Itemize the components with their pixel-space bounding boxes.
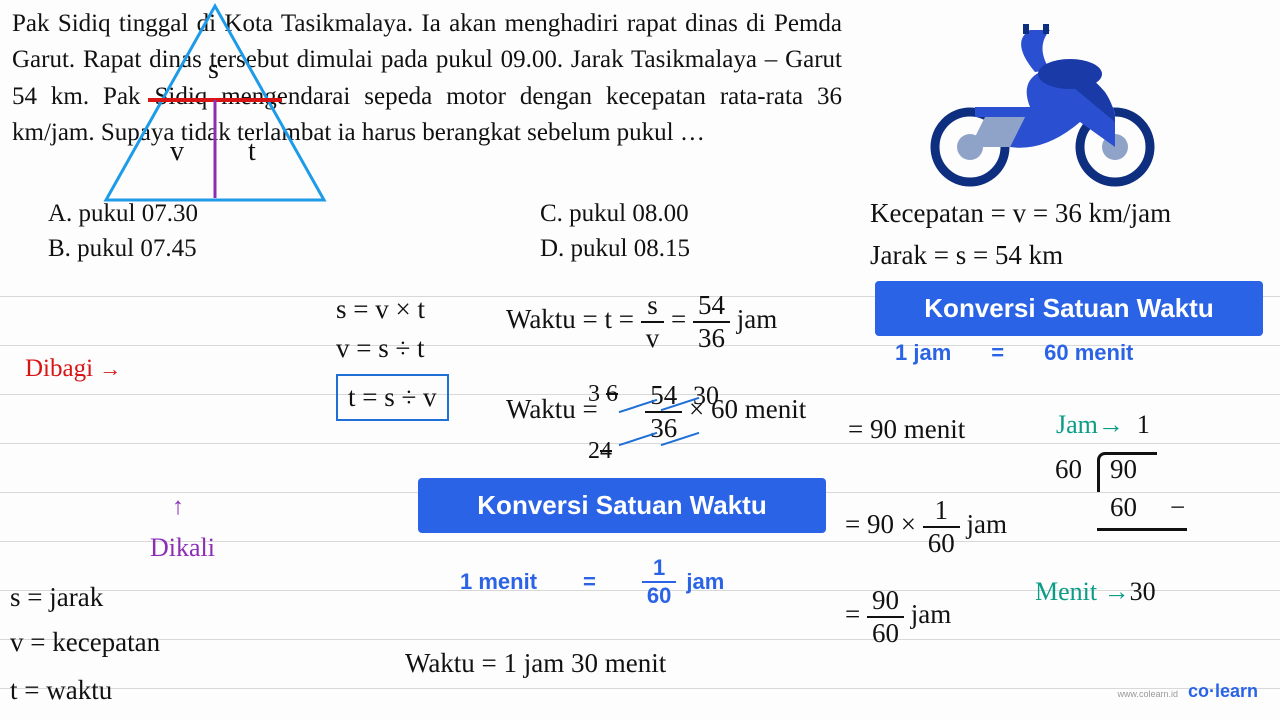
- option-b: B. pukul 07.45: [48, 235, 197, 263]
- cancel-2: 24: [588, 438, 612, 465]
- svt-triangle: s v t: [100, 0, 330, 210]
- given-distance: Jarak = s = 54 km: [870, 240, 1063, 271]
- dikali-arrow: ↑: [172, 494, 184, 521]
- svg-text:s: s: [208, 54, 219, 85]
- cancel-3: 3 6: [588, 381, 618, 408]
- konversi-2-content: 1 menit = 160 jam: [460, 555, 724, 609]
- calc-90-over-60: = 9060 jam: [845, 585, 951, 649]
- scooter-icon: [915, 12, 1165, 192]
- svg-text:t: t: [248, 136, 256, 167]
- cancel-30: 30: [693, 381, 719, 411]
- waktu-final: Waktu = 1 jam 30 menit: [405, 648, 666, 679]
- given-speed: Kecepatan = v = 36 km/jam: [870, 198, 1171, 229]
- menit-label: Menit →30: [1035, 577, 1156, 607]
- konversi-1-content: 1 jam=60 menit: [895, 340, 1133, 366]
- legend-s: s = jarak: [10, 582, 103, 613]
- formula-v: v = s ÷ t: [336, 329, 449, 368]
- brand-logo: www.colearn.idco·learn: [1117, 681, 1258, 702]
- konversi-box-2: Konversi Satuan Waktu: [418, 478, 826, 533]
- svg-text:v: v: [170, 136, 184, 167]
- calc-90-times: = 90 × 160 jam: [845, 495, 1007, 559]
- jam-label: Jam→ 1: [1056, 410, 1150, 440]
- option-c: C. pukul 08.00: [540, 200, 689, 228]
- formula-s: s = v × t: [336, 290, 449, 329]
- time-equation-2: Waktu = 5436 × 60 menit: [506, 380, 806, 444]
- time-equation-1: Waktu = t = sv = 5436 jam: [506, 290, 777, 354]
- legend-t: t = waktu: [10, 675, 112, 706]
- equals-90-menit: = 90 menit: [848, 414, 965, 445]
- legend-v: v = kecepatan: [10, 627, 160, 658]
- konversi-box-1: Konversi Satuan Waktu: [875, 281, 1263, 336]
- dikali-label: Dikali: [150, 533, 215, 563]
- dibagi-label: Dibagi →: [25, 355, 121, 383]
- formula-t-boxed: t = s ÷ v: [336, 374, 449, 421]
- option-d: D. pukul 08.15: [540, 235, 690, 263]
- formula-list: s = v × t v = s ÷ t t = s ÷ v: [336, 290, 449, 421]
